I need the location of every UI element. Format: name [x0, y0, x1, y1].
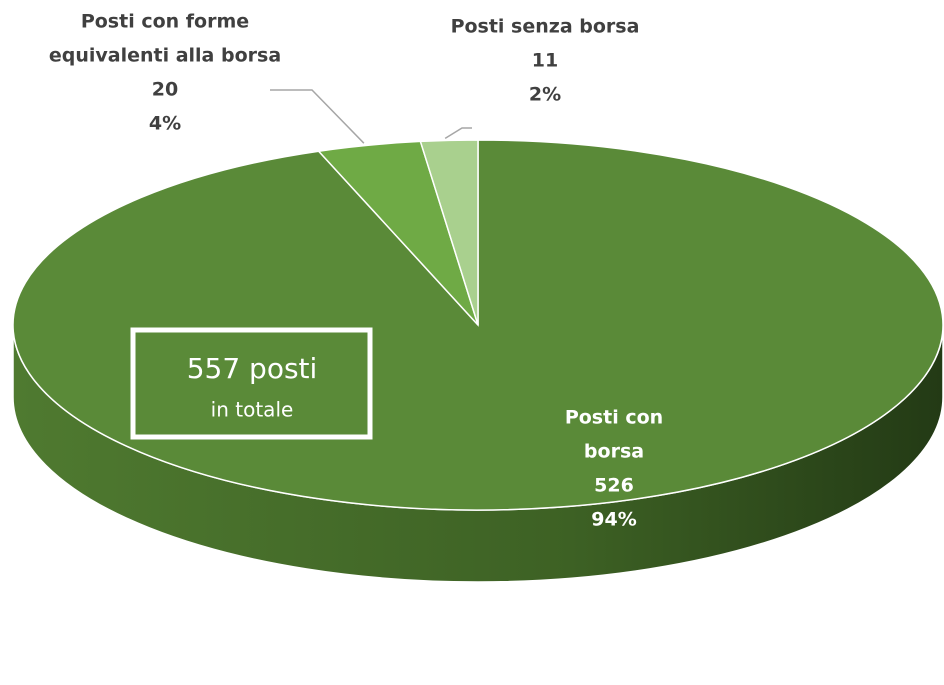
- data-label-value: 526: [594, 475, 634, 497]
- leader-line: [270, 89, 365, 144]
- leader-line: [444, 127, 472, 139]
- data-label-category: borsa: [584, 441, 644, 463]
- pie-slice: [419, 139, 479, 326]
- data-label-value: 11: [532, 50, 558, 72]
- data-label-category: Posti con: [565, 407, 663, 429]
- data-label-category: equivalenti alla borsa: [49, 45, 281, 67]
- annotation-line: 557 posti: [187, 352, 318, 385]
- annotation-box: [130, 327, 373, 440]
- data-label-category: Posti senza borsa: [451, 16, 640, 38]
- data-label-percent: 94%: [591, 509, 636, 531]
- data-label-percent: 2%: [529, 84, 561, 106]
- annotation-line: in totale: [211, 398, 294, 422]
- data-label-percent: 4%: [149, 113, 181, 135]
- data-label-category: Posti con forme: [81, 11, 249, 33]
- data-label-value: 20: [152, 79, 178, 101]
